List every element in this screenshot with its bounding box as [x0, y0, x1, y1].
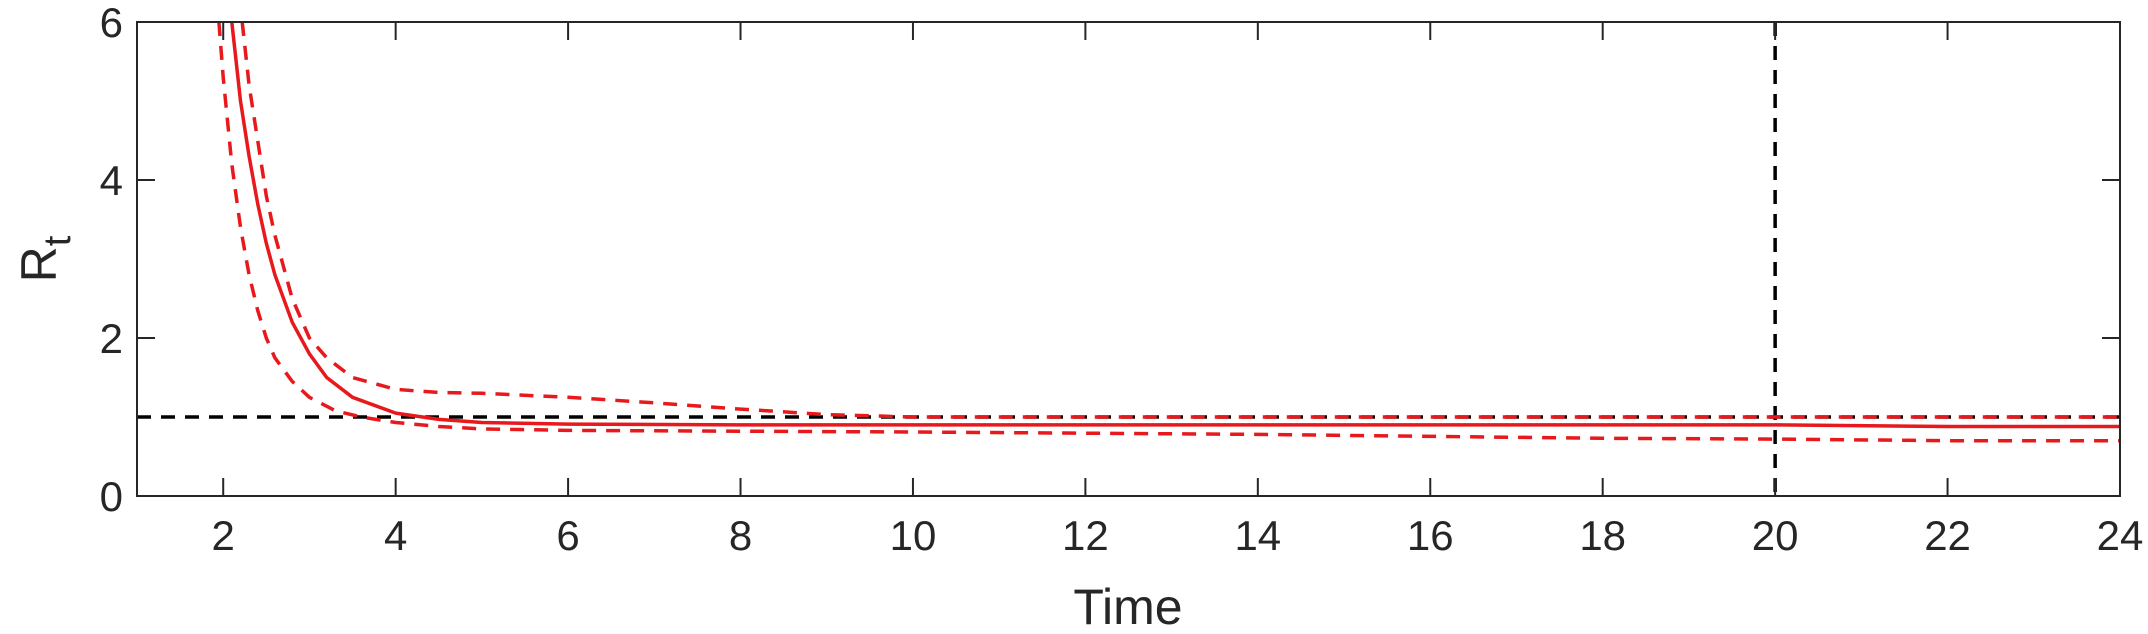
plot-area: [136, 21, 2121, 497]
axes-box: [136, 21, 2121, 497]
series-group: [217, 22, 2120, 443]
x-tick-label: 8: [729, 512, 752, 559]
x-tick-label: 4: [384, 512, 407, 559]
x-tick-label: 24: [2097, 512, 2144, 559]
series-line-estimate: [230, 22, 2120, 429]
y-tick-label: 6: [100, 0, 123, 46]
x-tick-label: 2: [212, 512, 235, 559]
y-tick-label: 2: [100, 315, 123, 362]
x-tick-label: 14: [1234, 512, 1281, 559]
x-tick-label: 20: [1752, 512, 1799, 559]
x-tick-label: 16: [1407, 512, 1454, 559]
x-tick-label: 10: [890, 512, 937, 559]
y-tick-label: 4: [100, 157, 123, 204]
y-axis-title-main: R: [11, 246, 67, 282]
y-axis: 0 2 4 6: [100, 0, 2120, 520]
y-tick-label: 0: [100, 473, 123, 520]
x-tick-label: 18: [1579, 512, 1626, 559]
x-tick-label: 6: [556, 512, 579, 559]
x-tick-label: 22: [1924, 512, 1971, 559]
y-axis-title-subscript: t: [37, 235, 79, 246]
x-axis: 2 4 6 8 10 12 14 16 18 20 22 24: [212, 22, 2144, 559]
y-axis-title: Rt: [11, 235, 79, 282]
x-axis-title: Time: [1073, 579, 1182, 634]
series-line-bound-1: [240, 22, 2120, 419]
x-tick-label: 12: [1062, 512, 1109, 559]
